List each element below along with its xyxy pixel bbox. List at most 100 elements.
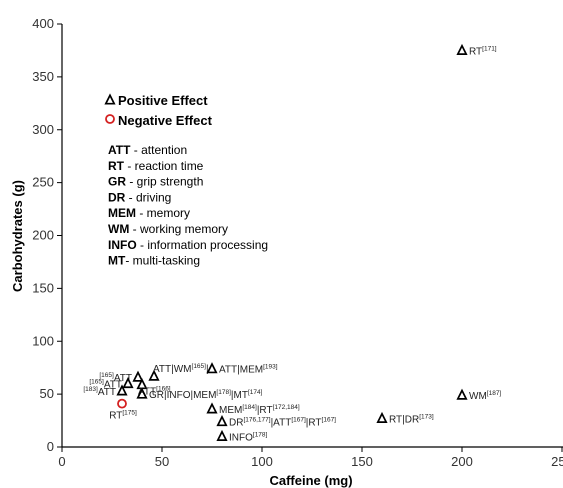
legend: Positive Effect Negative Effect — [104, 93, 213, 128]
label-text: RT — [109, 411, 122, 422]
key-entry: DR - driving — [108, 190, 171, 204]
label-text: |RT — [257, 405, 273, 416]
data-point: [183]ATT — [83, 384, 128, 398]
legend-circle-marker — [105, 114, 115, 124]
label-text: RT — [469, 46, 482, 57]
key-abbr: DR — [108, 190, 126, 204]
key-abbr: INFO — [108, 238, 137, 252]
label-citation: [167] — [322, 417, 337, 424]
y-tick-label: 400 — [32, 16, 54, 31]
x-tick-label: 200 — [451, 454, 473, 469]
x-tick-label: 50 — [155, 454, 169, 469]
label-text: ATT|WM — [153, 364, 192, 375]
point-label: RT[175] — [109, 410, 137, 422]
label-text: INFO — [229, 432, 253, 443]
point-marker-triangle — [456, 43, 468, 55]
data-point: RT[175] — [109, 398, 137, 422]
key-desc: - attention — [130, 143, 187, 157]
key-desc: - information processing — [137, 238, 268, 252]
point-label: RT[171] — [469, 45, 497, 57]
label-text: ATT — [98, 387, 116, 398]
label-citation: [193] — [263, 364, 278, 371]
label-text: WM — [469, 391, 487, 402]
label-citation: [183] — [83, 386, 98, 393]
label-citation: [175] — [122, 410, 137, 417]
y-tick-label: 300 — [32, 122, 54, 137]
key-desc: - working memory — [129, 222, 228, 236]
key-entry: MEM - memory — [108, 206, 190, 220]
label-text: RT|DR — [389, 414, 419, 425]
point-label: RT|DR[173] — [389, 413, 434, 425]
label-citation: [165] — [99, 372, 114, 379]
label-text: ATT — [138, 387, 156, 398]
label-text: GR|INFO|MEM — [149, 390, 216, 401]
legend-label: Negative Effect — [118, 113, 213, 128]
data-point: RT[171] — [456, 43, 497, 57]
point-marker-triangle — [148, 369, 160, 381]
point-marker-triangle — [136, 387, 148, 399]
y-tick-label: 350 — [32, 69, 54, 84]
data-point: ATT|MEM[193] — [206, 362, 278, 376]
key-entry: RT - reaction time — [108, 159, 204, 173]
point-label: MEM[184]|RT[172,184] — [219, 404, 300, 416]
label-citation: [171] — [482, 45, 497, 52]
key-abbr: GR — [108, 175, 126, 189]
key-entry: MT- multi-tasking — [108, 254, 200, 268]
key-abbr: MEM — [108, 206, 136, 220]
point-label: INFO[178] — [229, 431, 268, 443]
key-abbr: MT — [108, 254, 126, 268]
label-text: |RT — [306, 418, 322, 429]
label-text: |MT — [231, 390, 248, 401]
label-citation: [178] — [216, 389, 231, 396]
point-label: [183]ATT — [83, 386, 116, 398]
key-abbr: ATT — [108, 143, 131, 157]
point-label: [165]ATT — [99, 372, 132, 384]
x-tick-label: 100 — [251, 454, 273, 469]
point-marker-triangle — [132, 370, 144, 382]
y-tick-label: 50 — [40, 386, 54, 401]
label-citation: [178] — [253, 431, 268, 438]
key-desc: - memory — [136, 206, 190, 220]
label-citation: [176,177] — [243, 417, 270, 424]
ticks: 0 50 100 150 200 250 300 350 400 0 50 100 150 200 250 — [32, 16, 563, 469]
y-tick-label: 0 — [47, 439, 54, 454]
point-marker-circle — [117, 398, 127, 409]
label-citation: [167] — [291, 417, 306, 424]
y-tick-label: 250 — [32, 175, 54, 190]
label-text: ATT|MEM — [219, 365, 263, 376]
point-label: WM[187] — [469, 390, 501, 402]
x-tick-label: 150 — [351, 454, 373, 469]
point-marker-triangle — [206, 362, 218, 374]
point-label: ATT[166] — [138, 386, 171, 398]
label-text: DR — [229, 418, 243, 429]
data-point: DR[176,177]|ATT[167]|RT[167] — [216, 415, 336, 429]
data-point: INFO[178] — [216, 429, 268, 443]
point-label: [165]ATT — [89, 379, 122, 391]
key-abbr: RT — [108, 159, 125, 173]
label-text: ATT — [114, 373, 132, 384]
point-label: DR[176,177]|ATT[167]|RT[167] — [229, 417, 336, 429]
label-citation: [165] — [89, 379, 104, 386]
key-desc: - reaction time — [124, 159, 204, 173]
data-point: RT|DR[173] — [376, 411, 434, 425]
label-citation: [172,184] — [273, 404, 300, 411]
label-text: MEM — [219, 405, 242, 416]
abbreviation-key: ATT - attention RT - reaction time GR - gr… — [108, 143, 268, 268]
key-desc: - multi-tasking — [125, 254, 200, 268]
point-marker-triangle — [216, 429, 228, 441]
key-entry: GR - grip strength — [108, 175, 203, 189]
point-marker-triangle — [376, 411, 388, 423]
key-entry: WM - working memory — [108, 222, 228, 236]
key-entry: ATT - attention — [108, 143, 187, 157]
y-tick-label: 200 — [32, 228, 54, 243]
point-marker-triangle — [116, 384, 128, 396]
data-point: WM[187] — [456, 388, 501, 402]
x-axis-title: Caffeine (mg) — [269, 473, 352, 488]
label-citation: [187] — [487, 390, 502, 397]
x-tick-label: 0 — [58, 454, 65, 469]
point-label: GR|INFO|MEM[178]|MT[174] — [149, 389, 263, 401]
label-text: |ATT — [271, 418, 292, 429]
y-tick-label: 150 — [32, 280, 54, 295]
label-citation: [165] — [192, 363, 207, 370]
data-point: MEM[184]|RT[172,184] — [206, 402, 300, 416]
